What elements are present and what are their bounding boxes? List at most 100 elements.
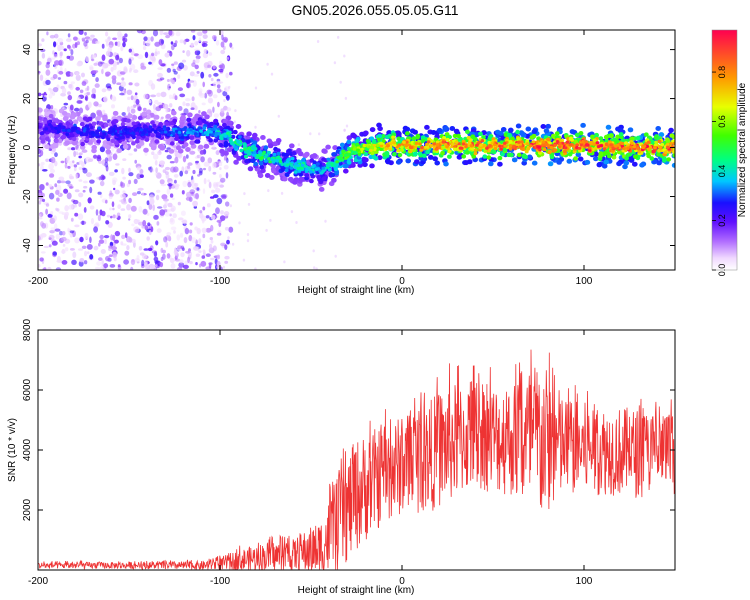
y-tick-label: 20: [22, 93, 33, 105]
ridge-cell: [185, 131, 190, 135]
ridge-cell: [131, 135, 136, 139]
noise-cell: [173, 230, 176, 234]
noise-cell: [91, 58, 95, 62]
ridge-cell: [671, 150, 675, 154]
ridge-cell: [73, 127, 78, 131]
ridge-cell: [521, 153, 527, 158]
noise-cell: [114, 239, 119, 244]
ridge-cell: [601, 163, 608, 169]
noise-cell: [220, 242, 226, 247]
noise-cell: [124, 33, 128, 38]
noise-cell: [183, 39, 187, 45]
ridge-cell: [432, 142, 437, 146]
snr-series-line: [38, 349, 675, 570]
ridge-cell: [547, 150, 552, 154]
ridge-cell: [386, 144, 391, 148]
noise-cell: [270, 72, 274, 76]
ridge-cell: [327, 167, 332, 172]
noise-cell: [192, 35, 196, 41]
noise-cell: [67, 91, 71, 95]
noise-cell: [38, 43, 43, 47]
ridge-cell: [202, 126, 207, 130]
ridge-cell: [652, 150, 656, 154]
noise-cell: [215, 40, 220, 46]
noise-cell: [56, 84, 60, 90]
noise-cell: [116, 212, 121, 217]
ridge-cell: [426, 140, 431, 144]
ridge-cell: [347, 152, 352, 156]
noise-cell: [190, 179, 194, 185]
noise-cell: [186, 165, 191, 170]
ridge-cell: [415, 133, 421, 139]
ridge-cell: [133, 124, 137, 129]
noise-cell: [119, 92, 125, 96]
noise-cell: [243, 192, 246, 196]
noise-cell: [115, 163, 120, 166]
noise-cell: [123, 259, 129, 265]
ridge-cell: [321, 157, 326, 162]
noise-cell: [225, 201, 230, 207]
noise-cell: [67, 44, 71, 49]
ridge-cell: [278, 160, 283, 164]
ridge-cell: [669, 133, 675, 138]
noise-cell: [38, 216, 43, 220]
ridge-cell: [377, 155, 383, 161]
ridge-cell: [466, 159, 473, 165]
noise-cell: [201, 255, 206, 259]
ridge-cell: [488, 144, 492, 148]
noise-cell: [171, 79, 175, 85]
ridge-cell: [384, 158, 391, 164]
y-tick-label: 4000: [22, 438, 33, 461]
noise-cell: [226, 157, 229, 164]
ridge-cell: [276, 151, 281, 156]
ridge-cell: [103, 122, 109, 128]
noise-cell: [156, 92, 162, 98]
ridge-cell: [166, 132, 171, 136]
noise-cell: [216, 219, 223, 223]
ridge-cell: [365, 143, 369, 147]
ridge-cell: [333, 163, 337, 167]
ridge-cell: [276, 148, 281, 153]
ridge-cell: [428, 154, 434, 160]
ridge-cell: [646, 140, 651, 145]
ridge-cell: [639, 162, 645, 168]
ridge-cell: [376, 137, 381, 142]
noise-cell: [157, 72, 163, 78]
ridge-cell: [624, 156, 629, 161]
ridge-cell: [96, 111, 103, 116]
noise-cell: [169, 213, 172, 217]
noise-cell: [162, 169, 167, 174]
noise-cell: [67, 147, 72, 151]
noise-cell: [84, 232, 89, 240]
noise-cell: [71, 259, 77, 265]
ridge-cell: [137, 115, 143, 121]
noise-cell: [91, 73, 96, 77]
noise-cell: [111, 75, 117, 81]
ridge-cell: [131, 115, 138, 120]
ridge-cell: [210, 127, 215, 131]
ridge-cell: [46, 120, 51, 124]
ridge-cell: [229, 137, 233, 141]
ridge-cell: [473, 148, 478, 152]
noise-cell: [180, 252, 185, 258]
ridge-cell: [584, 159, 591, 165]
noise-cell: [178, 62, 185, 70]
noise-cell: [215, 187, 221, 193]
noise-cell: [75, 173, 78, 179]
noise-cell: [168, 94, 173, 100]
noise-cell: [49, 168, 56, 174]
ridge-cell: [321, 169, 326, 173]
ridge-cell: [436, 127, 443, 133]
noise-cell: [163, 204, 167, 209]
ridge-cell: [95, 131, 100, 135]
ridge-cell: [632, 161, 638, 167]
noise-cell: [146, 236, 150, 241]
noise-cell: [163, 32, 169, 35]
noise-cell: [174, 40, 178, 44]
noise-cell: [205, 227, 212, 233]
ridge-cell: [404, 143, 409, 148]
noise-cell: [67, 33, 71, 38]
ridge-cell: [425, 142, 429, 146]
noise-cell: [71, 147, 76, 151]
noise-cell: [112, 214, 116, 219]
